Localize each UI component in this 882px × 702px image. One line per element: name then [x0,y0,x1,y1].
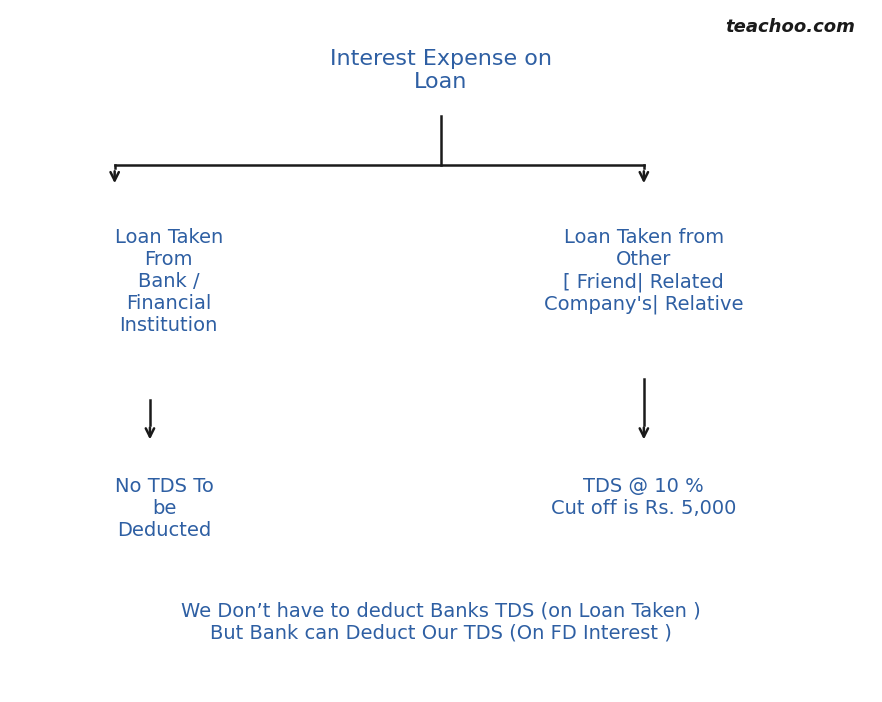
Text: Loan Taken
From
Bank /
Financial
Institution: Loan Taken From Bank / Financial Institu… [115,228,223,335]
Text: teachoo.com: teachoo.com [726,18,856,36]
Text: Interest Expense on
Loan: Interest Expense on Loan [330,49,552,93]
Text: TDS @ 10 %
Cut off is Rs. 5,000: TDS @ 10 % Cut off is Rs. 5,000 [551,477,736,518]
Text: Loan Taken from
Other
[ Friend| Related
Company's| Relative: Loan Taken from Other [ Friend| Related … [544,228,744,314]
Text: We Don’t have to deduct Banks TDS (on Loan Taken )
But Bank can Deduct Our TDS (: We Don’t have to deduct Banks TDS (on Lo… [181,602,701,642]
Text: No TDS To
be
Deducted: No TDS To be Deducted [115,477,213,541]
